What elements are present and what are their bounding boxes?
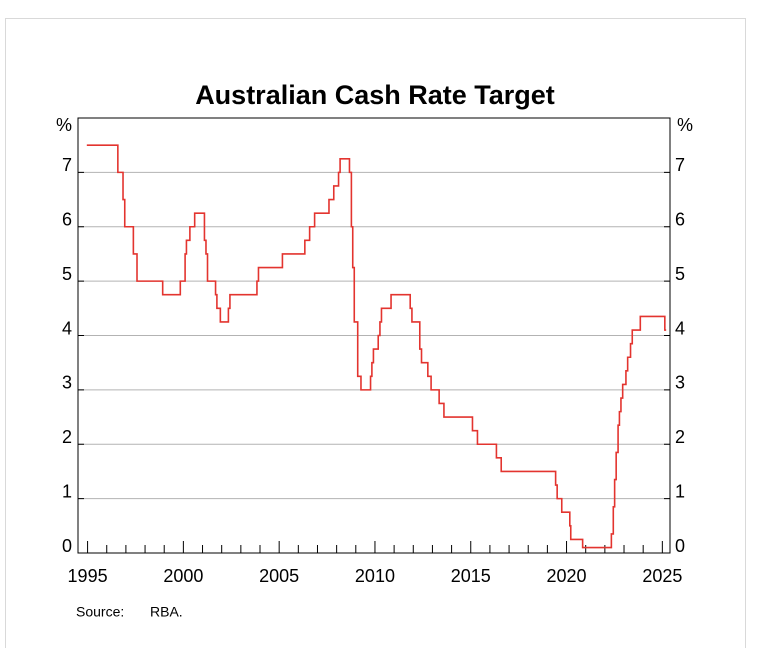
rate-line	[86, 144, 667, 549]
x-tick-label: 2020	[547, 566, 587, 586]
y-axis-label: %	[56, 115, 72, 135]
x-tick-label: 1995	[68, 566, 108, 586]
y2-axis-label: %	[677, 115, 693, 135]
y-tick-label: 6	[62, 210, 72, 230]
y2-tick-label: 6	[675, 210, 685, 230]
y2-tick-label: 7	[675, 155, 685, 175]
y-tick-label: 3	[62, 373, 72, 393]
y-tick-label: 1	[62, 481, 72, 501]
source-label: Source:	[76, 604, 124, 620]
y2-tick-label: 3	[675, 373, 685, 393]
plot-frame	[77, 117, 671, 554]
x-tick-label: 2000	[163, 566, 203, 586]
x-tick-label: 2015	[451, 566, 491, 586]
source: RBA.	[150, 604, 183, 620]
card	[5, 18, 746, 648]
y-tick-label: 5	[62, 264, 72, 284]
x-tick-label: 2010	[355, 566, 395, 586]
y2-tick-label: 5	[675, 264, 685, 284]
y2-tick-label: 1	[675, 481, 685, 501]
y-tick-label: 4	[62, 318, 72, 338]
chart-title: Australian Cash Rate Target	[195, 80, 555, 110]
y-tick-label: 7	[62, 155, 72, 175]
y2-tick-label: 2	[675, 427, 685, 447]
x-tick-label: 2025	[642, 566, 682, 586]
y2-tick-label: 0	[675, 536, 685, 556]
y-tick-label: 2	[62, 427, 72, 447]
x-tick-label: 2005	[259, 566, 299, 586]
y2-tick-label: 4	[675, 318, 685, 338]
y-tick-label: 0	[62, 536, 72, 556]
